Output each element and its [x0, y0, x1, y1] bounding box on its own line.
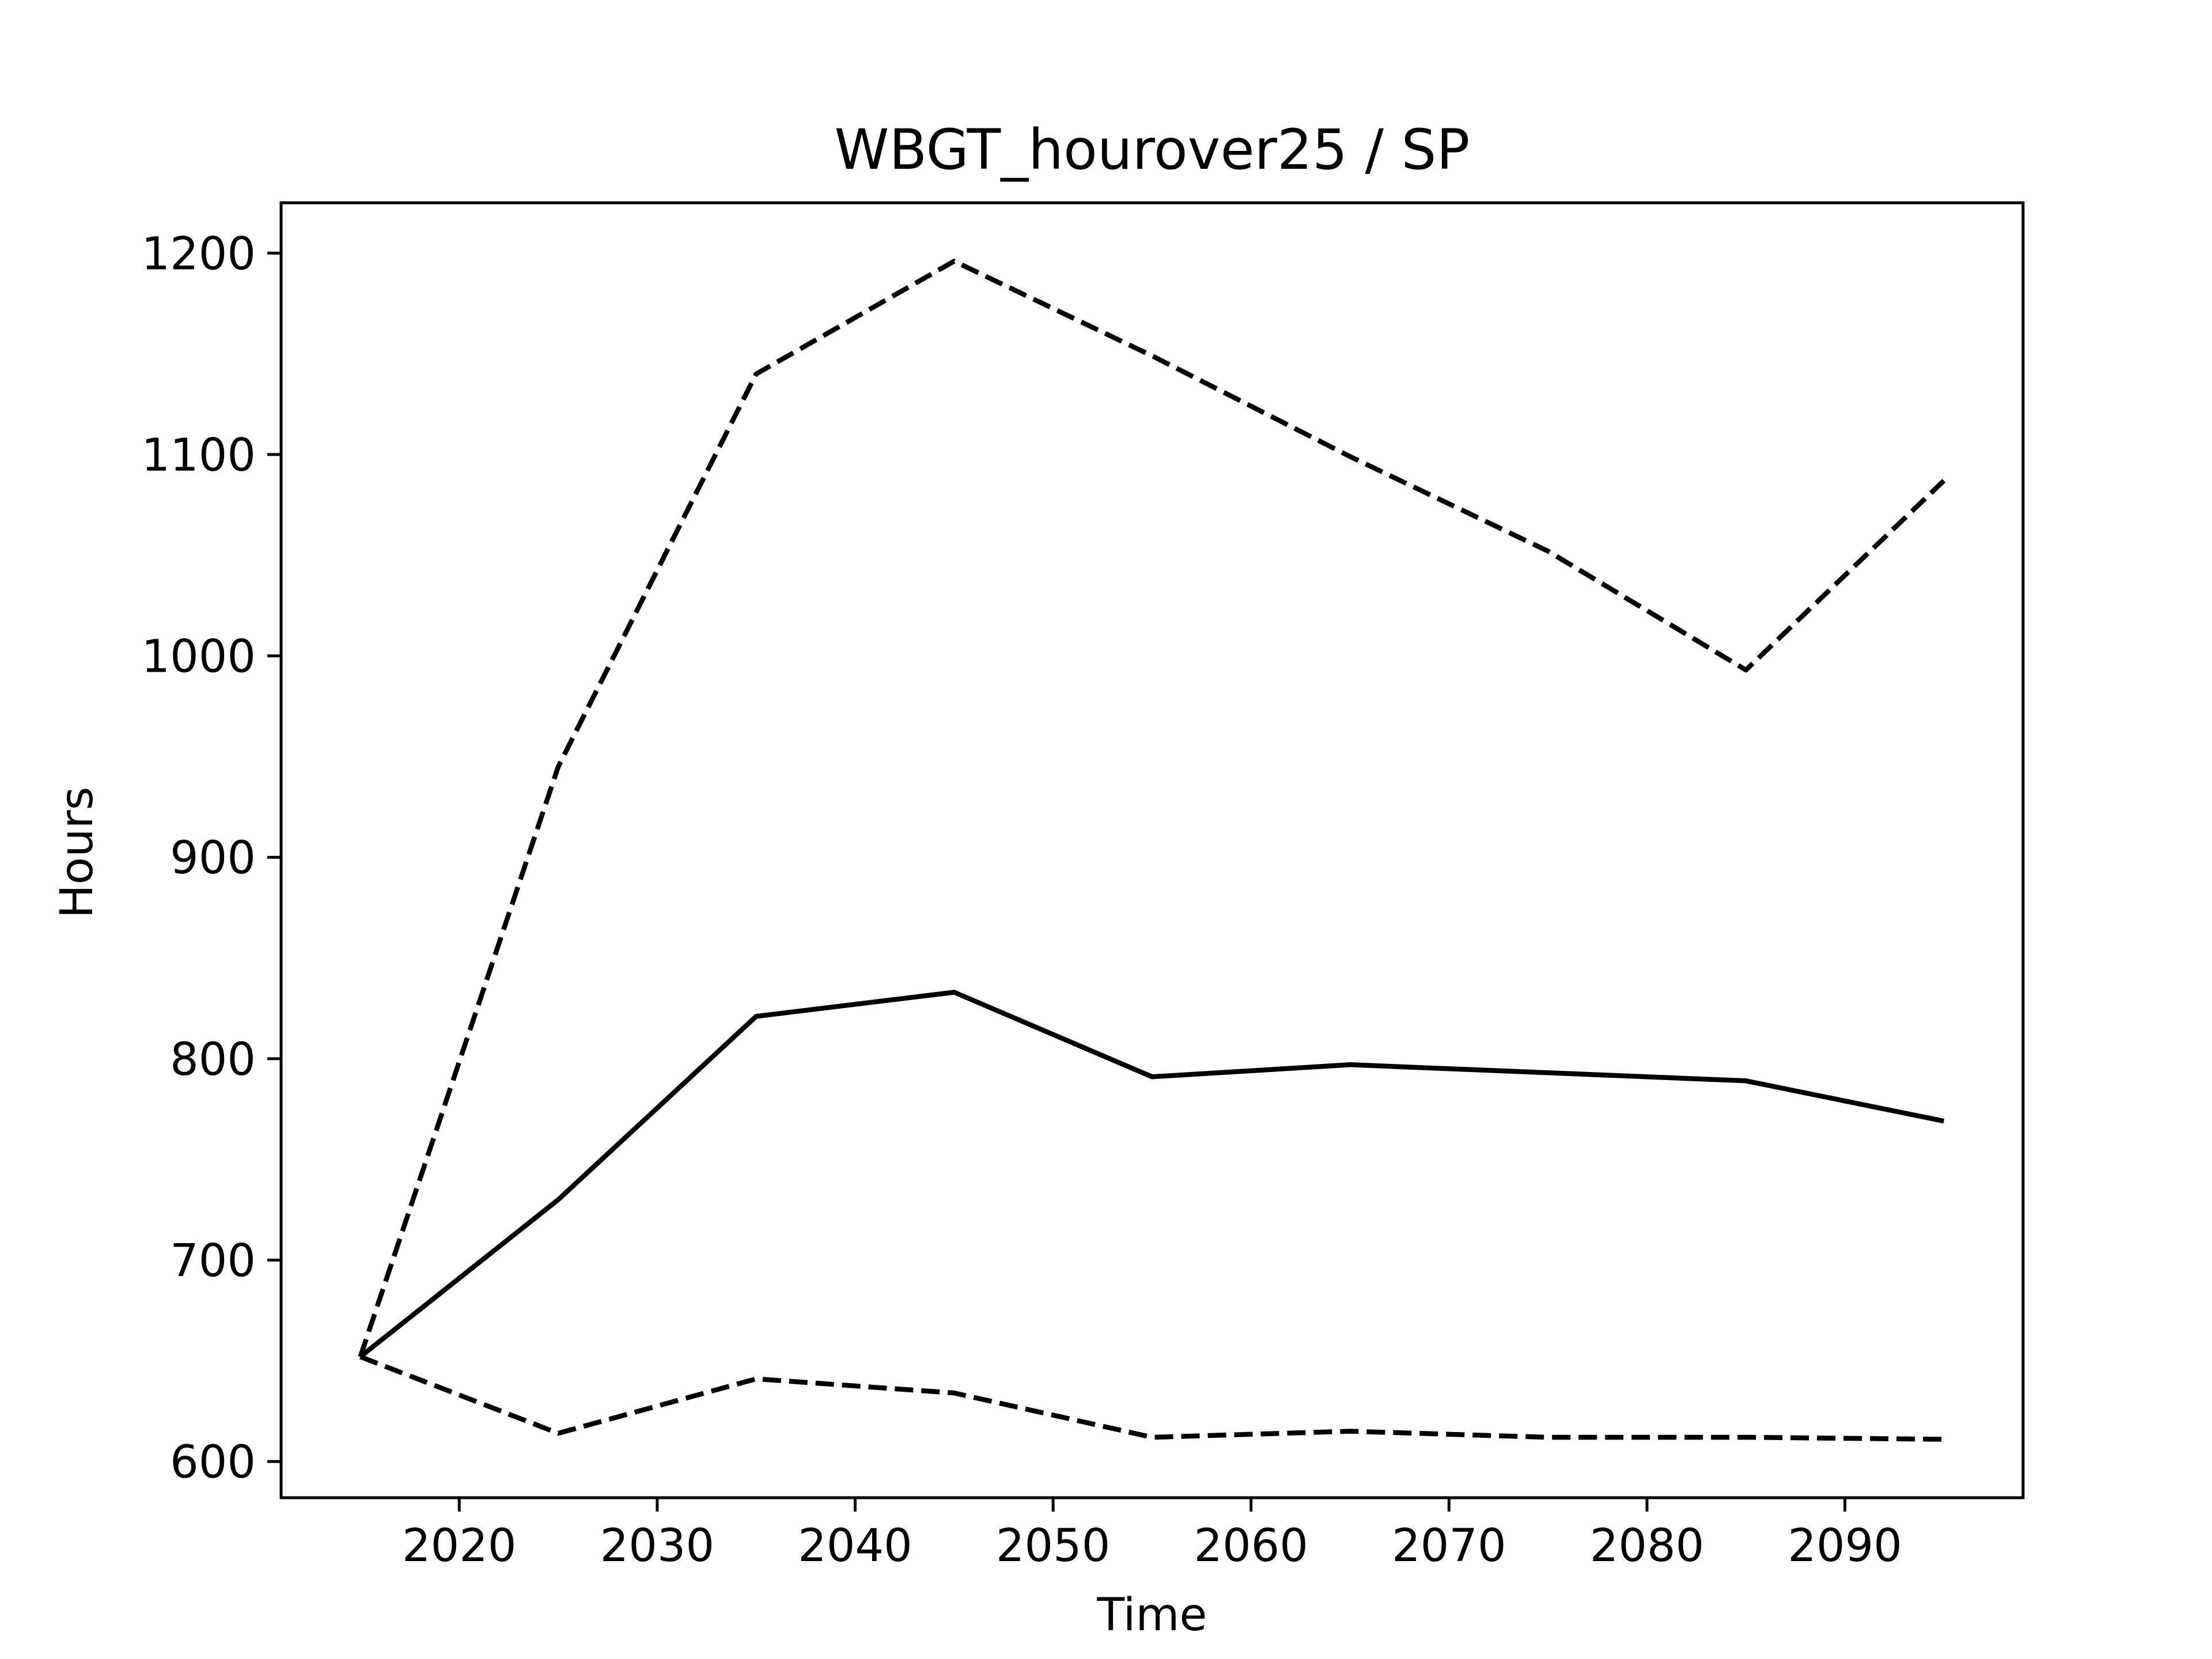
y-tick-label: 600 [170, 1437, 256, 1488]
x-tick-label: 2080 [1590, 1520, 1705, 1572]
x-tick-label: 2090 [1787, 1520, 1902, 1572]
chart-title: WBGT_hourover25 / SP [835, 118, 1470, 182]
y-tick-label: 700 [170, 1235, 256, 1287]
x-tick-label: 2050 [996, 1520, 1111, 1572]
x-axis-ticks: 2020 2030 2040 2050 2060 2070 2080 2090 [402, 1498, 1902, 1572]
y-tick-label: 1200 [141, 228, 256, 280]
x-tick-label: 2060 [1194, 1520, 1309, 1572]
x-tick-label: 2030 [600, 1520, 715, 1572]
plot-frame [279, 201, 2025, 1499]
median-series-line [358, 990, 1945, 1359]
x-tick-label: 2070 [1392, 1520, 1506, 1572]
x-tick-label: 2040 [798, 1520, 912, 1572]
y-tick-label: 800 [170, 1034, 256, 1086]
y-axis-label: Hours [51, 787, 103, 919]
y-axis-ticks: 600 700 800 900 1000 1100 1200 [141, 228, 281, 1488]
upper-bound-series-line [358, 259, 1946, 1358]
y-tick-label: 900 [170, 832, 256, 884]
series-lines [358, 259, 1946, 1442]
x-tick-label: 2020 [402, 1520, 517, 1572]
y-tick-label: 1000 [141, 631, 256, 683]
lower-bound-series-line [359, 1354, 1944, 1442]
y-tick-label: 1100 [141, 430, 256, 482]
x-axis-label: Time [1097, 1589, 1207, 1641]
